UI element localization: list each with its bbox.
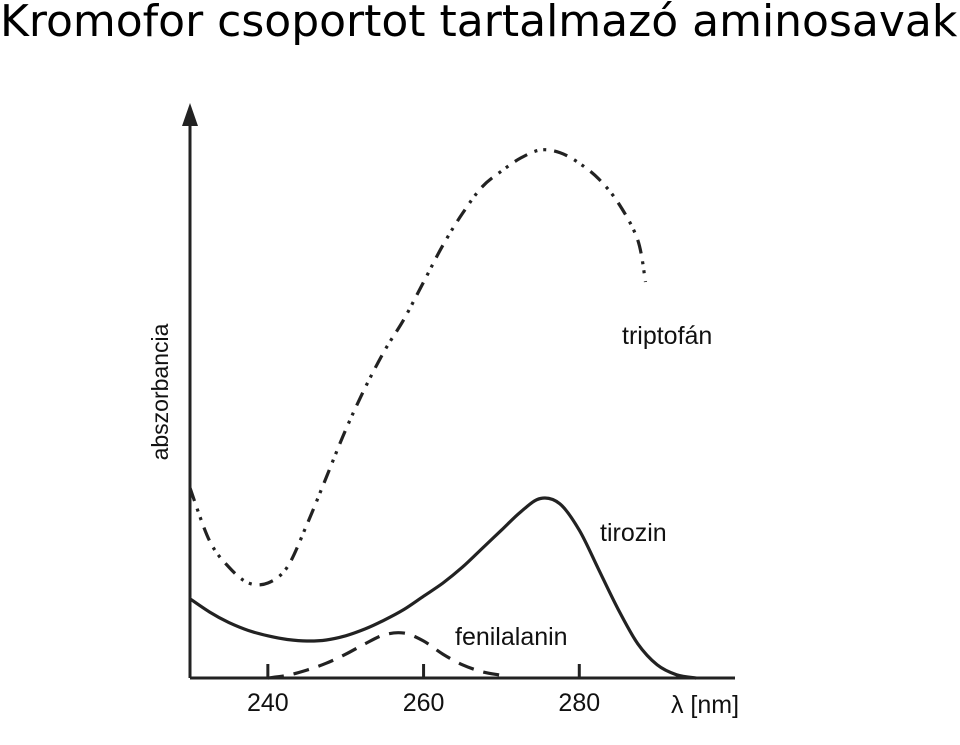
- y-axis-arrowhead: [182, 103, 198, 126]
- slide-title: Kromofor csoportot tartalmazó aminosavak: [0, 0, 958, 47]
- x-tick-label-260: 260: [403, 689, 445, 717]
- x-axis-label: λ [nm]: [671, 691, 739, 719]
- x-tick-label-280: 280: [558, 689, 600, 717]
- y-axis-label: abszorbancia: [147, 323, 173, 460]
- series-layer: [188, 148, 697, 680]
- axes: [182, 103, 735, 680]
- series-label-fenilalanin: fenilalanin: [455, 623, 568, 651]
- series-label-tirozin: tirozin: [600, 519, 667, 547]
- series-line-triptofan: [188, 148, 648, 587]
- x-tick-label-240: 240: [247, 689, 289, 717]
- series-line-fenilalanin: [267, 631, 502, 680]
- series-line-tirozin: [189, 496, 697, 680]
- series-label-triptofan: triptofán: [622, 322, 712, 350]
- x-ticks: 240 260 280: [247, 664, 600, 717]
